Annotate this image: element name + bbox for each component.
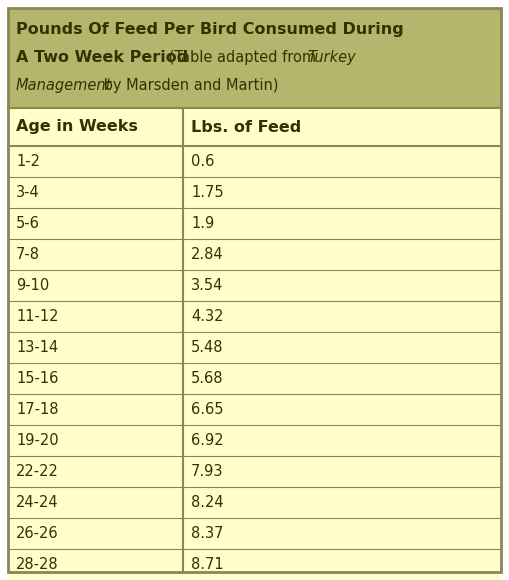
Text: 5-6: 5-6 <box>16 216 40 231</box>
Text: 3.54: 3.54 <box>191 278 223 293</box>
Bar <box>8 549 501 580</box>
Text: 6.65: 6.65 <box>191 402 223 417</box>
Text: by Marsden and Martin): by Marsden and Martin) <box>99 78 278 93</box>
Text: 28-28: 28-28 <box>16 557 59 572</box>
Bar <box>8 108 501 146</box>
Text: 2.84: 2.84 <box>191 247 223 262</box>
Text: 5.68: 5.68 <box>191 371 223 386</box>
Bar <box>8 208 501 239</box>
Text: 1.9: 1.9 <box>191 216 214 231</box>
Text: 5.48: 5.48 <box>191 340 223 355</box>
Text: A Two Week Period: A Two Week Period <box>16 50 188 65</box>
Bar <box>8 332 501 363</box>
Text: 24-24: 24-24 <box>16 495 59 510</box>
Bar <box>8 456 501 487</box>
Text: 13-14: 13-14 <box>16 340 58 355</box>
Bar <box>8 363 501 394</box>
Text: 17-18: 17-18 <box>16 402 59 417</box>
Text: 1-2: 1-2 <box>16 154 40 169</box>
Bar <box>8 487 501 518</box>
Text: 19-20: 19-20 <box>16 433 59 448</box>
Text: 1.75: 1.75 <box>191 185 223 200</box>
Text: 4.32: 4.32 <box>191 309 223 324</box>
Bar <box>8 301 501 332</box>
Text: 15-16: 15-16 <box>16 371 59 386</box>
Text: Lbs. of Feed: Lbs. of Feed <box>191 119 301 135</box>
Bar <box>8 394 501 425</box>
Text: Turkey: Turkey <box>307 50 356 65</box>
Text: Pounds Of Feed Per Bird Consumed During: Pounds Of Feed Per Bird Consumed During <box>16 22 404 37</box>
Text: 22-22: 22-22 <box>16 464 59 479</box>
Text: 8.37: 8.37 <box>191 526 223 541</box>
Text: 7-8: 7-8 <box>16 247 40 262</box>
Text: 9-10: 9-10 <box>16 278 49 293</box>
Text: Age in Weeks: Age in Weeks <box>16 119 138 135</box>
Bar <box>8 270 501 301</box>
Text: 8.24: 8.24 <box>191 495 223 510</box>
Text: 3-4: 3-4 <box>16 185 40 200</box>
Bar <box>8 146 501 177</box>
Text: 8.71: 8.71 <box>191 557 223 572</box>
Bar <box>8 8 501 108</box>
Text: Management: Management <box>16 78 112 93</box>
Bar <box>8 177 501 208</box>
Bar <box>8 518 501 549</box>
Bar <box>8 425 501 456</box>
Text: (Table adapted from: (Table adapted from <box>164 50 321 65</box>
Text: 26-26: 26-26 <box>16 526 59 541</box>
Text: 11-12: 11-12 <box>16 309 59 324</box>
Bar <box>8 239 501 270</box>
Text: 6.92: 6.92 <box>191 433 223 448</box>
Text: 0.6: 0.6 <box>191 154 214 169</box>
Text: 7.93: 7.93 <box>191 464 223 479</box>
